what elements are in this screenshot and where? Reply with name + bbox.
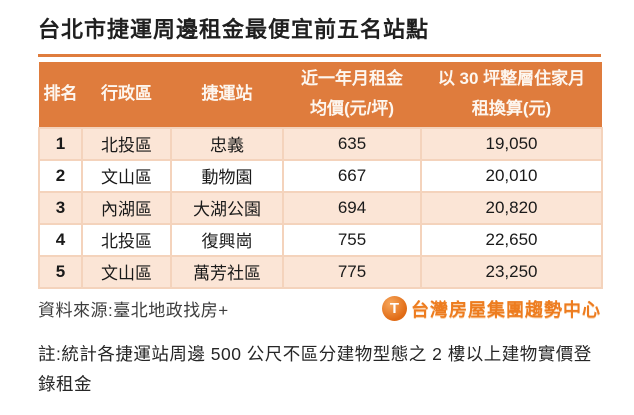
cell-rent-per-ping: 694 — [282, 190, 422, 225]
cell-station: 大湖公園 — [170, 190, 284, 225]
header-station: 捷運站 — [171, 61, 283, 128]
header-rank: 排名 — [39, 61, 82, 128]
cell-station: 忠義 — [170, 126, 284, 161]
header-monthly-30ping: 以 30 坪整層住家月 租換算(元) — [421, 61, 602, 128]
table-row: 4 北投區 復興崗 755 22,650 — [38, 222, 603, 257]
cell-monthly-30ping: 20,820 — [420, 190, 603, 225]
source-row: 資料來源:臺北地政找房+ T 台灣房屋集團趨勢中心 — [38, 296, 601, 322]
footnote: 註:統計各捷運站周邊 500 公尺不區分建物型態之 2 樓以上建物實價登錄租金 — [38, 343, 592, 394]
brand-logo-text: 台灣房屋集團趨勢中心 — [411, 299, 601, 320]
taiwan-housing-logo-icon: T — [382, 296, 407, 322]
cell-monthly-30ping: 20,010 — [420, 158, 603, 193]
cell-district: 北投區 — [81, 126, 172, 161]
cell-district: 內湖區 — [81, 190, 172, 225]
cell-station: 動物園 — [170, 158, 284, 193]
header-rent-per-ping: 近一年月租金 均價(元/坪) — [283, 61, 421, 128]
cell-rank: 4 — [38, 222, 83, 257]
cell-rent-per-ping: 667 — [282, 158, 422, 193]
cell-station: 復興崗 — [170, 222, 284, 257]
cell-rent-per-ping: 775 — [282, 254, 422, 289]
data-source-label: 資料來源:臺北地政找房+ — [38, 301, 229, 321]
table-header: 排名 行政區 捷運站 近一年月租金 均價(元/坪) 以 30 坪整層住家月 租換… — [39, 61, 602, 128]
cell-rank: 5 — [38, 254, 83, 289]
table-row: 2 文山區 動物園 667 20,010 — [38, 158, 603, 193]
cell-rank: 2 — [38, 158, 83, 193]
table-row: 3 內湖區 大湖公園 694 20,820 — [38, 190, 603, 225]
rent-ranking-table: 排名 行政區 捷運站 近一年月租金 均價(元/坪) 以 30 坪整層住家月 租換… — [38, 61, 603, 289]
cell-rank: 3 — [38, 190, 83, 225]
cell-monthly-30ping: 19,050 — [420, 126, 603, 161]
header-district: 行政區 — [82, 61, 171, 128]
brand-logo: T 台灣房屋集團趨勢中心 — [382, 296, 601, 322]
cell-district: 文山區 — [81, 158, 172, 193]
cell-rank: 1 — [38, 126, 83, 161]
table-body: 1 北投區 忠義 635 19,050 2 文山區 動物園 667 20,010… — [38, 126, 603, 289]
title-divider — [38, 53, 601, 57]
cell-monthly-30ping: 23,250 — [420, 254, 603, 289]
cell-district: 文山區 — [81, 254, 172, 289]
page-title: 台北市捷運周邊租金最便宜前五名站點 — [38, 17, 430, 42]
cell-station: 萬芳社區 — [170, 254, 284, 289]
cell-district: 北投區 — [81, 222, 172, 257]
cell-rent-per-ping: 755 — [282, 222, 422, 257]
cell-monthly-30ping: 22,650 — [420, 222, 603, 257]
table-row: 5 文山區 萬芳社區 775 23,250 — [38, 254, 603, 289]
table-row: 1 北投區 忠義 635 19,050 — [38, 126, 603, 161]
header-row: 排名 行政區 捷運站 近一年月租金 均價(元/坪) 以 30 坪整層住家月 租換… — [39, 61, 602, 128]
cell-rent-per-ping: 635 — [282, 126, 422, 161]
